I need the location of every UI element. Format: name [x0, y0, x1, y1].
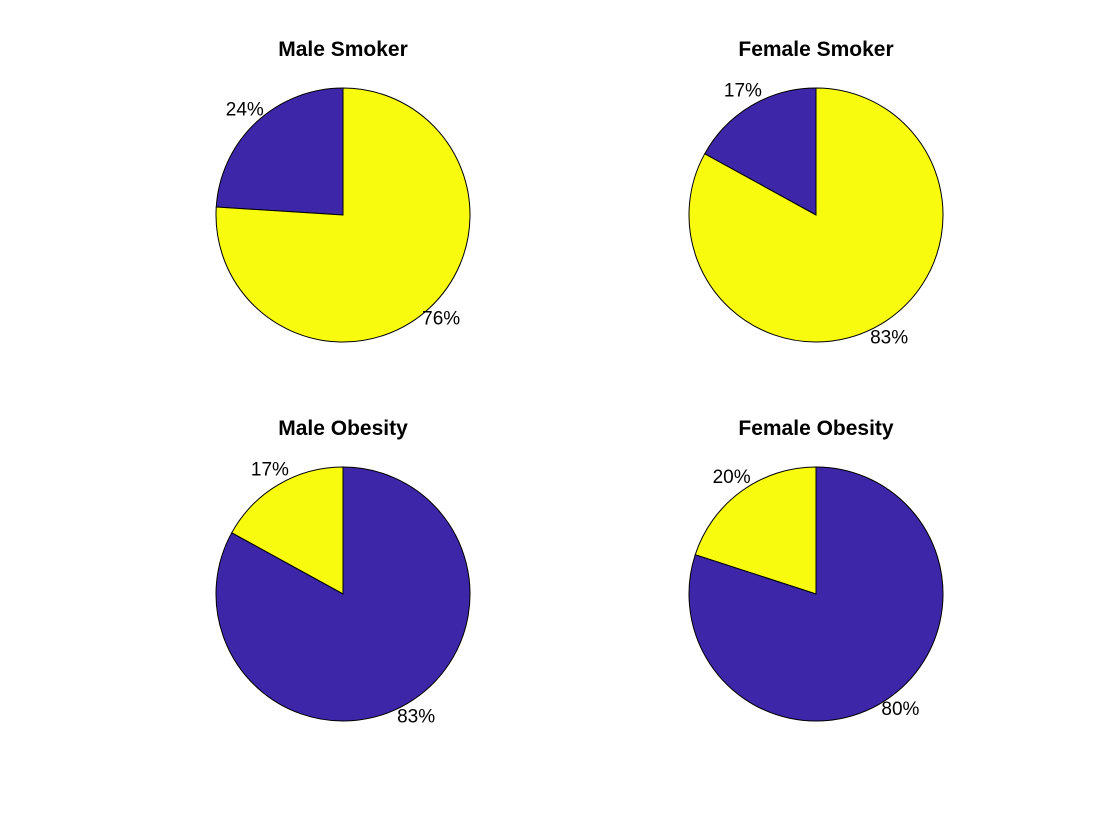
chart-title: Female Obesity [738, 417, 894, 440]
chart-male-smoker: Male Smoker 24% 76% [215, 38, 471, 343]
pie-slices: 17% 83% [215, 460, 471, 728]
chart-female-smoker: Female Smoker 17% 83% [688, 38, 944, 349]
chart-title: Male Smoker [278, 38, 408, 61]
pie-slice [215, 87, 344, 216]
chart-female-obesity: Female Obesity 20% 80% [688, 417, 944, 722]
chart-title: Male Obesity [278, 417, 408, 440]
pie-slice [231, 466, 344, 595]
chart-title: Female Smoker [738, 38, 893, 61]
pie-slice [704, 87, 817, 216]
pie-slice [688, 87, 944, 343]
pie-slices: 20% 80% [688, 466, 944, 722]
slice-label: 24% [226, 99, 264, 120]
slice-label: 17% [724, 81, 762, 102]
slice-label: 76% [422, 309, 460, 330]
slice-label: 83% [870, 328, 908, 349]
pie-slice [215, 87, 471, 343]
pie-slices: 24% 76% [215, 87, 471, 343]
pie-slice [215, 466, 471, 722]
slice-label: 17% [251, 460, 289, 481]
slice-label: 20% [713, 467, 751, 488]
chart-male-obesity: Male Obesity 17% 83% [215, 417, 471, 728]
slice-label: 83% [397, 707, 435, 728]
slice-label: 80% [881, 699, 919, 720]
pie-slice [688, 466, 944, 722]
pie-slice [694, 466, 817, 595]
pie-slices: 17% 83% [688, 81, 944, 349]
